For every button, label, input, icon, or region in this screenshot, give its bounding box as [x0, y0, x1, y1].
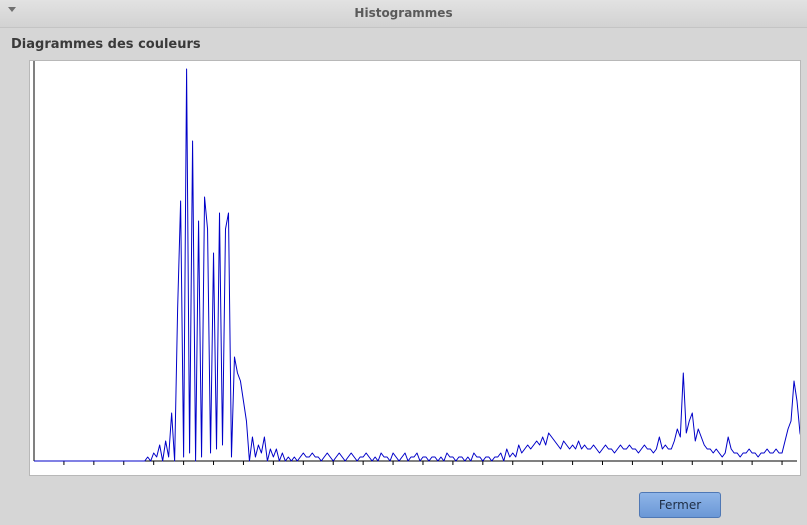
- window-menu-arrow-icon[interactable]: [8, 7, 16, 12]
- section-title: Diagrammes des couleurs: [11, 37, 201, 52]
- histogram-chart-area: [29, 60, 801, 476]
- histogram-series-line: [34, 68, 800, 462]
- window-titlebar: Histogrammes: [0, 0, 807, 28]
- close-button[interactable]: Fermer: [639, 492, 721, 518]
- histogram-chart: [33, 61, 800, 465]
- window-title: Histogrammes: [354, 6, 453, 20]
